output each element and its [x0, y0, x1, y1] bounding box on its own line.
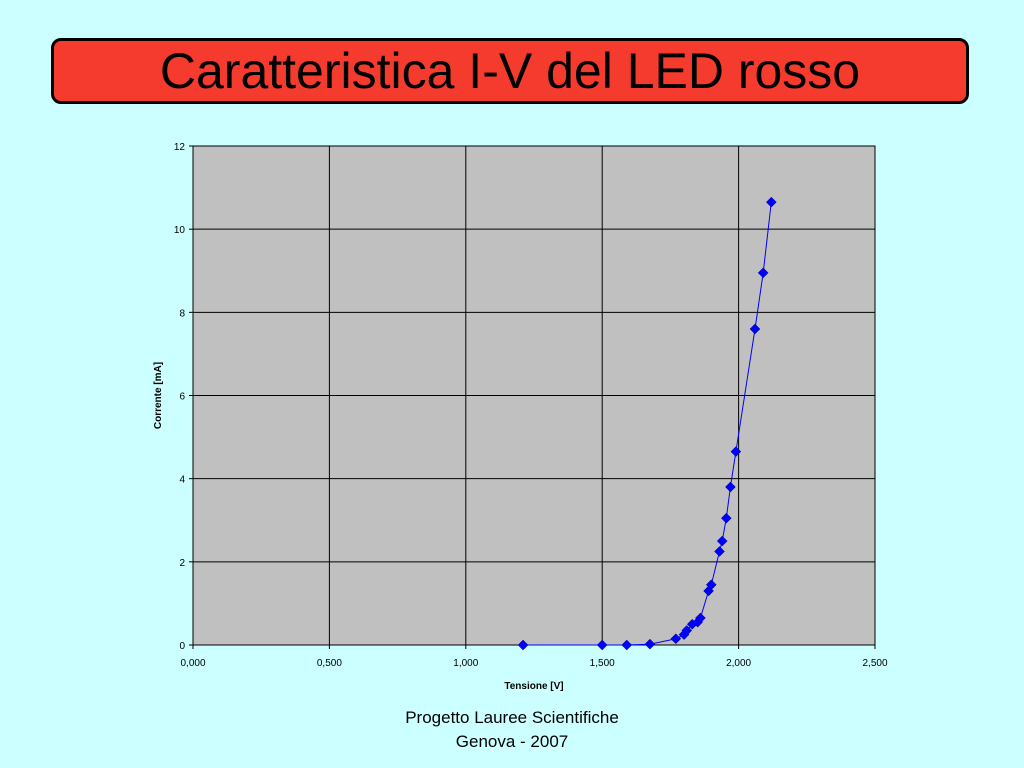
- x-tick-label: 0,000: [180, 658, 205, 669]
- data-point: [730, 446, 742, 457]
- data-point: [716, 535, 728, 547]
- x-tick-label: 0,500: [317, 658, 342, 669]
- x-tick-label: 1,500: [590, 658, 615, 669]
- y-tick-label: 6: [179, 392, 185, 403]
- data-point: [681, 625, 693, 636]
- y-axis-label: Corrente [mA]: [153, 362, 164, 429]
- footer-line-2: Genova - 2007: [455, 732, 569, 751]
- x-tick-label: 1,000: [453, 658, 478, 669]
- data-point: [720, 512, 732, 524]
- footer-line-1: Progetto Lauree Scientifiche: [405, 708, 619, 727]
- data-point: [517, 639, 529, 651]
- data-point: [621, 639, 633, 651]
- data-point: [644, 638, 656, 650]
- iv-chart: 0,000 0,500 1,000 1,500 2,000 2,500 0 2 4 6 8 10 12 T…: [153, 142, 888, 692]
- y-tick-label: 10: [174, 225, 186, 236]
- data-point: [765, 196, 777, 208]
- data-point: [670, 633, 682, 645]
- y-tick-label: 0: [179, 641, 185, 652]
- data-point: [757, 267, 769, 279]
- slide-title: Caratteristica I-V del LED rosso: [159, 43, 861, 99]
- y-tick-label: 12: [174, 142, 186, 153]
- x-axis-label: Tensione [V]: [504, 681, 563, 692]
- y-tick-label: 8: [179, 308, 185, 319]
- data-point: [725, 481, 736, 493]
- x-tick-label: 2,000: [726, 658, 751, 669]
- data-point: [596, 639, 608, 651]
- data-point: [749, 323, 761, 335]
- data-point: [695, 612, 706, 624]
- title-banner: Caratteristica I-V del LED rosso: [51, 38, 969, 104]
- data-point: [705, 579, 717, 591]
- y-tick-label: 2: [179, 558, 185, 569]
- x-tick-label: 2,500: [862, 658, 887, 669]
- data-point: [714, 546, 725, 557]
- y-tick-label: 4: [179, 475, 185, 486]
